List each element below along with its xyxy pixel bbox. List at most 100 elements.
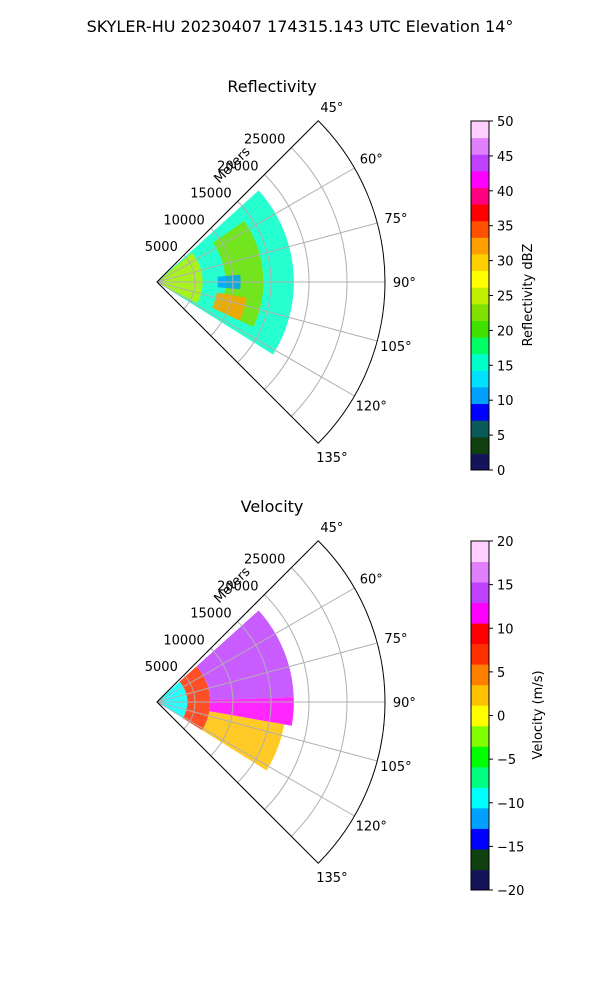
range-tick-label: 10000 bbox=[163, 633, 204, 648]
velocity-title: Velocity bbox=[241, 497, 304, 516]
colorbar-band bbox=[471, 154, 489, 172]
azimuth-spoke bbox=[156, 281, 355, 397]
azimuth-tick-label: 120° bbox=[356, 400, 387, 415]
colorbar-tick-label: 15 bbox=[497, 579, 514, 594]
colorbar-tick-label: 25 bbox=[497, 290, 514, 305]
velocity-panel: Velocity 5000 10000 15000 20000 25000 45° 60° 7… bbox=[145, 497, 416, 886]
colorbar-band bbox=[471, 370, 489, 388]
colorbar-tick-label: 35 bbox=[497, 220, 514, 235]
colorbar-band bbox=[471, 746, 489, 768]
colorbar-tick-label: 50 bbox=[497, 115, 514, 130]
reflectivity-panel: Reflectivity 5000 10000 15000 20000 25000 45°… bbox=[145, 77, 416, 466]
azimuth-spoke bbox=[156, 281, 378, 342]
colorbar-band bbox=[471, 705, 489, 727]
azimuth-tick-label: 135° bbox=[316, 451, 347, 466]
azimuth-spoke bbox=[156, 222, 378, 283]
reflectivity-colorbar-ticks: 0 5 10 15 20 25 30 35 40 45 50 bbox=[489, 115, 514, 479]
azimuth-tick-label: 90° bbox=[393, 696, 416, 711]
colorbar-tick-label: 5 bbox=[497, 666, 505, 681]
reflectivity-colorbar-bands bbox=[471, 121, 489, 471]
reflectivity-colorbar-label: Reflectivity dBZ bbox=[521, 244, 536, 347]
velocity-echo-region bbox=[209, 697, 294, 726]
colorbar-band bbox=[471, 684, 489, 706]
azimuth-spoke bbox=[156, 167, 355, 283]
colorbar-band bbox=[471, 582, 489, 604]
colorbar-band bbox=[471, 828, 489, 850]
colorbar-band bbox=[471, 237, 489, 255]
sector-boundary bbox=[156, 540, 386, 864]
colorbar-band bbox=[471, 220, 489, 238]
colorbar-band bbox=[471, 541, 489, 563]
azimuth-spoke bbox=[156, 701, 378, 762]
range-tick-label: 20000 bbox=[217, 160, 258, 175]
colorbar-band bbox=[471, 303, 489, 321]
azimuth-spoke bbox=[156, 587, 355, 703]
colorbar-band bbox=[471, 204, 489, 222]
azimuth-tick-label: 135° bbox=[316, 871, 347, 886]
azimuth-tick-label: 60° bbox=[360, 152, 383, 167]
colorbar-band bbox=[471, 436, 489, 454]
colorbar-band bbox=[471, 623, 489, 645]
colorbar-band bbox=[471, 807, 489, 829]
range-tick-label: 25000 bbox=[244, 553, 285, 568]
velocity-polar-grid bbox=[156, 540, 386, 864]
velocity-echo-region bbox=[196, 610, 294, 701]
range-tick-label: 10000 bbox=[163, 213, 204, 228]
colorbar-band bbox=[471, 643, 489, 665]
colorbar-tick-label: 20 bbox=[497, 535, 514, 550]
velocity-echo-region bbox=[202, 711, 285, 771]
colorbar-tick-label: 15 bbox=[497, 359, 514, 374]
range-tick-label: 5000 bbox=[145, 240, 178, 255]
colorbar-tick-label: 10 bbox=[497, 394, 514, 409]
reflectivity-colorbar: 0 5 10 15 20 25 30 35 40 45 50 Reflectivity dBZ bbox=[470, 115, 536, 479]
colorbar-band bbox=[471, 453, 489, 471]
colorbar-band bbox=[471, 664, 489, 686]
colorbar-tick-label: 30 bbox=[497, 255, 514, 270]
colorbar-tick-label: 20 bbox=[497, 324, 514, 339]
colorbar-band bbox=[471, 561, 489, 583]
colorbar-band bbox=[471, 602, 489, 624]
colorbar-tick-label: −5 bbox=[497, 753, 516, 768]
figure-suptitle: SKYLER-HU 20230407 174315.143 UTC Elevat… bbox=[87, 17, 514, 36]
colorbar-tick-label: −15 bbox=[497, 840, 524, 855]
range-tick-label: 15000 bbox=[190, 186, 231, 201]
colorbar-band bbox=[471, 386, 489, 405]
range-tick-label: 5000 bbox=[145, 660, 178, 675]
colorbar-tick-label: 45 bbox=[497, 150, 514, 165]
sector-boundary bbox=[156, 120, 386, 444]
colorbar-band bbox=[471, 187, 489, 205]
colorbar-band bbox=[471, 170, 489, 188]
velocity-colorbar-label: Velocity (m/s) bbox=[531, 670, 546, 759]
velocity-echo-region bbox=[157, 681, 188, 719]
colorbar-band bbox=[471, 869, 489, 891]
colorbar-band bbox=[471, 403, 489, 421]
colorbar-band bbox=[471, 337, 489, 355]
azimuth-tick-label: 105° bbox=[380, 340, 411, 355]
colorbar-band bbox=[471, 287, 489, 305]
colorbar-band bbox=[471, 725, 489, 747]
range-tick-label: 20000 bbox=[217, 580, 258, 595]
velocity-colorbar: −20 −15 −10 −5 0 5 10 15 20 Velocity (m/s) bbox=[470, 535, 546, 899]
colorbar-band bbox=[471, 787, 489, 809]
azimuth-tick-label: 105° bbox=[380, 760, 411, 775]
reflectivity-polar-grid bbox=[156, 120, 386, 444]
colorbar-band bbox=[471, 848, 489, 870]
reflectivity-title: Reflectivity bbox=[227, 77, 316, 96]
azimuth-tick-label: 75° bbox=[384, 632, 407, 647]
colorbar-tick-label: 40 bbox=[497, 185, 514, 200]
colorbar-band bbox=[471, 270, 489, 288]
colorbar-tick-label: 5 bbox=[497, 429, 505, 444]
colorbar-band bbox=[471, 420, 489, 438]
colorbar-band bbox=[471, 121, 489, 139]
range-tick-label: 15000 bbox=[190, 606, 231, 621]
colorbar-tick-label: −10 bbox=[497, 797, 524, 812]
azimuth-tick-label: 120° bbox=[356, 820, 387, 835]
colorbar-band bbox=[471, 253, 489, 272]
azimuth-spoke bbox=[156, 701, 355, 817]
azimuth-tick-label: 90° bbox=[393, 276, 416, 291]
colorbar-band bbox=[471, 353, 489, 371]
azimuth-tick-label: 45° bbox=[320, 521, 343, 536]
colorbar-tick-label: −20 bbox=[497, 884, 524, 899]
azimuth-tick-label: 45° bbox=[320, 101, 343, 116]
